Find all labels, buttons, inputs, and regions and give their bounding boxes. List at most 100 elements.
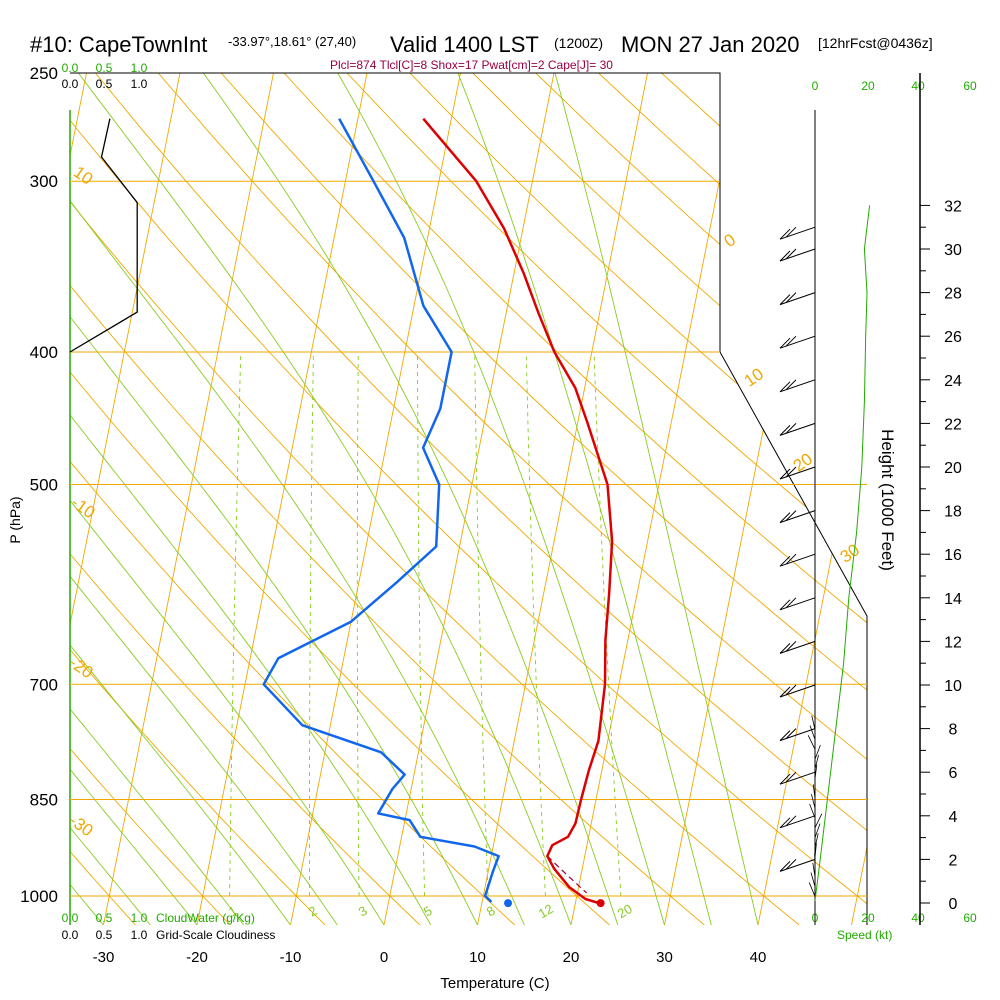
mixing-ratio-line [525,351,546,897]
wind-barb [814,843,817,858]
speed-label: Speed (kt) [837,928,892,942]
height-tick-label: 28 [944,286,962,303]
temperature-tick-label: 30 [656,949,673,966]
wind-barb [809,803,816,819]
moist-adiabat [70,73,151,925]
dry-adiabat [70,73,231,925]
moist-adiabat [457,73,712,925]
wind-barb [811,715,816,730]
isotherm-label: 10 [70,162,96,188]
moist-adiabat [70,73,291,925]
wind-barb [810,872,816,887]
speed-tick-top: 60 [963,79,977,93]
temperature-tick-label: -30 [93,949,115,966]
height-tick-label: 16 [944,547,962,564]
pressure-tick-label: 300 [30,172,58,191]
height-tick-label: 10 [944,678,962,695]
wind-barb [814,813,823,828]
cloudiness-label: Grid-Scale Cloudiness [156,928,275,942]
mixing-ratio-line [356,351,360,897]
mixing-ratio-label: 3 [356,903,370,920]
header-coords: -33.97°,18.61° (27,40) [228,34,356,49]
mixing-ratio-line [229,351,242,897]
header-valid: Valid 1400 LST [390,32,539,57]
pressure-tick-label: 700 [30,675,58,694]
wind-barb [779,640,816,654]
moist-adiabat [70,73,385,925]
mixing-ratio-label: 8 [484,903,498,920]
speed-tick-bottom: 40 [911,911,925,925]
wind-barb [779,335,816,349]
wind-barb [779,226,816,240]
header-zulu: (1200Z) [554,35,603,51]
cloudwater-scale-top: 0.0 [62,61,79,75]
mixing-ratio-label: 5 [421,903,435,920]
temperature-tick-label: -20 [186,949,208,966]
isotherm-line [383,73,555,925]
dry-adiabat [157,73,867,925]
dry-adiabat [598,73,867,925]
moist-adiabat [70,73,198,925]
height-tick-label: 14 [944,591,962,608]
height-tick-label: 30 [944,242,962,259]
wind-barb [779,815,816,829]
speed-tick-bottom: 60 [963,911,977,925]
isotherm-label: 20 [790,449,816,475]
moist-adiabat [70,73,432,925]
wind-barb [814,823,821,838]
wind-barb [779,553,816,567]
dry-adiabat [283,73,867,925]
cloudwater-scale-bottom: 1.0 [131,911,148,925]
surface-dewpoint-point [504,899,513,908]
cloudiness-scale-bottom: 0.0 [62,928,79,942]
dry-adiabat [70,73,705,925]
wind-barb [779,684,816,698]
isotherm-line [196,73,368,925]
isotherm-line [103,73,274,925]
temperature-tick-label: 0 [380,949,388,966]
speed-tick-top: 20 [861,79,875,93]
wind-barb [779,422,816,436]
pressure-tick-label: 500 [30,476,58,495]
wind-barb [779,248,816,262]
temperature-tick-label: -10 [280,949,302,966]
cloudwater-label: CloudWater (g/Kg) [156,911,255,925]
speed-tick-top: 40 [911,79,925,93]
cloudwater-scale-bottom: 0.0 [62,911,79,925]
speed-tick-bottom: 20 [861,911,875,925]
isotherm-line [851,73,867,925]
cloudwater-scale-top: 0.5 [96,61,113,75]
temperature-tick-label: 40 [750,949,767,966]
wind-barb [814,764,818,779]
dewpoint-line [262,118,500,903]
wind-barb [812,784,816,799]
dry-adiabat [70,73,867,925]
wind-barb [808,882,816,897]
height-tick-label: 26 [944,329,962,346]
dry-adiabat [70,73,326,925]
height-tick-label: 24 [944,373,962,390]
wind-barb [779,728,816,742]
cloudwater-scale-top: 1.0 [131,61,148,75]
isotherm-label: 0 [721,230,740,251]
height-tick-label: 6 [949,765,958,782]
height-tick-label: 2 [949,852,958,869]
dry-adiabat [70,73,800,925]
dry-adiabat [70,73,516,925]
cloudiness-scale-top: 0.5 [96,77,113,91]
cloudiness-scale-top: 1.0 [131,77,148,91]
isotherm-line [664,73,835,925]
moist-adiabat [70,73,525,925]
wind-barb [814,833,819,848]
moist-adiabat [554,73,759,925]
mixing-ratio-label: 2 [306,903,320,920]
wind-barb [814,754,819,770]
moist-adiabat [202,73,619,925]
y-axis-label: P (hPa) [7,496,23,543]
temperature-tick-label: 10 [469,949,486,966]
height-tick-label: 22 [944,416,962,433]
isotherm-label: 10 [741,364,767,390]
cloudwater-scale-bottom: 0.5 [96,911,113,925]
parcel-line [546,855,588,894]
mixing-ratio-line [474,351,489,897]
